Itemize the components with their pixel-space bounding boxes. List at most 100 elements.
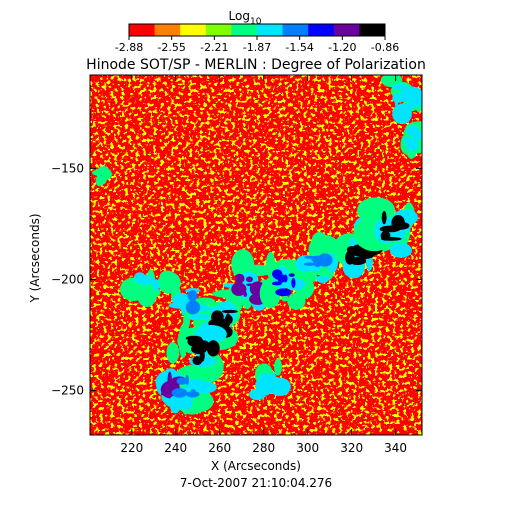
heatmap-cell	[141, 274, 152, 285]
x-tick-label: 300	[296, 441, 319, 455]
heatmap-cell	[283, 274, 288, 283]
heatmap-cell	[291, 277, 296, 289]
observation-date: 7-Oct-2007 21:10:04.276	[180, 476, 332, 490]
heatmap-cell	[271, 269, 283, 279]
x-tick-label: 320	[340, 441, 363, 455]
heatmap-cell	[149, 280, 158, 286]
colorbar-tick-labels: -2.88 -2.55 -2.21 -1.87 -1.54 -1.20 -0.86	[115, 36, 399, 54]
heatmap-cell	[312, 259, 325, 264]
y-tick-label: −150	[51, 161, 84, 175]
colorbar-tick-label: -2.55	[157, 41, 185, 54]
heatmap-cell	[249, 388, 266, 401]
heatmap-cell	[380, 230, 391, 241]
colorbar-segment	[205, 24, 232, 36]
colorbar: Log10 -2.88 -2.55 -2.21 -1.87 -1.54 -1.20 -0.8…	[115, 9, 399, 54]
heatmap-cell	[389, 242, 412, 258]
colorbar-tick-label: -0.86	[371, 41, 399, 54]
colorbar-tick-label: -2.21	[200, 41, 228, 54]
heatmap-cell	[407, 92, 416, 98]
heatmap-cell	[190, 388, 197, 398]
heatmap-cell	[171, 388, 188, 398]
heatmap-cell	[281, 295, 289, 302]
heatmap-cell	[221, 309, 238, 314]
heatmap-cell	[303, 262, 316, 266]
colorbar-tick-label: -1.87	[243, 41, 271, 54]
x-tick-label: 260	[208, 441, 231, 455]
heatmap-cell	[197, 340, 210, 351]
colorbar-segment	[308, 24, 335, 36]
heatmap-cell	[266, 380, 274, 394]
colorbar-segment	[257, 24, 284, 36]
heatmap-cell	[183, 310, 191, 330]
heatmap-cell	[415, 131, 422, 141]
heatmap-cell	[346, 246, 358, 254]
colorbar-title-base: Log	[229, 9, 250, 23]
heatmap-cell	[376, 201, 390, 217]
colorbar-segment	[282, 24, 309, 36]
heatmap-cell	[194, 324, 227, 343]
colorbar-segment	[154, 24, 181, 36]
heatmap-cell	[231, 282, 247, 296]
heatmap-cell	[271, 281, 282, 286]
colorbar-title: Log10	[229, 9, 262, 27]
colorbar-segment	[359, 24, 386, 36]
colorbar-tick-label: -1.54	[285, 41, 313, 54]
colorbar-tick-label: -2.88	[115, 41, 143, 54]
heatmap-cell	[191, 303, 195, 311]
heatmap-cell	[316, 274, 329, 284]
colorbar-segment	[129, 24, 156, 36]
x-tick-label: 240	[164, 441, 187, 455]
colorbar-segment	[333, 24, 360, 36]
heatmap-cell	[275, 288, 292, 297]
heatmap-cell	[349, 256, 366, 266]
heatmap-cell	[397, 103, 414, 114]
heatmap-cell	[381, 211, 387, 225]
heatmap-cell	[120, 277, 147, 302]
y-tick-label: −250	[51, 384, 84, 398]
heatmap-cell	[406, 125, 419, 137]
heatmap-cell	[245, 276, 253, 283]
colorbar-title-subscript: 10	[250, 17, 262, 27]
heatmap-cell	[274, 358, 282, 376]
heatmap-cell	[176, 377, 188, 385]
heatmap-cell	[185, 335, 202, 341]
heatmap-cell	[394, 95, 399, 108]
y-axis-label: Y (Arcseconds)	[28, 213, 42, 303]
heatmap-area	[90, 75, 422, 435]
x-axis-label: X (Arcseconds)	[211, 459, 301, 473]
heatmap-cell	[95, 175, 103, 187]
heatmap-cell	[97, 166, 109, 173]
heatmap-cell	[288, 273, 295, 277]
heatmap-cell	[234, 273, 245, 284]
x-tick-label: 220	[120, 441, 143, 455]
chart-title: Hinode SOT/SP - MERLIN : Degree of Polar…	[86, 57, 426, 73]
heatmap-cell	[391, 215, 405, 231]
heatmap-cell	[192, 356, 203, 366]
x-tick-label: 280	[252, 441, 275, 455]
heatmap-cell	[187, 290, 198, 302]
heatmap-cell	[178, 396, 193, 411]
heatmap-cell	[338, 239, 345, 255]
x-tick-label: 340	[384, 441, 407, 455]
heatmap-cells	[91, 75, 422, 415]
heatmap-cell	[95, 168, 100, 173]
heatmap-cell	[224, 314, 233, 325]
heatmap-cell	[206, 340, 220, 357]
heatmap-cell	[185, 379, 206, 390]
heatmap-cell	[304, 255, 316, 259]
heatmap-cell	[166, 342, 180, 364]
heatmap-cell	[243, 291, 248, 297]
y-tick-label: −200	[51, 272, 84, 286]
heatmap-cell	[187, 313, 211, 320]
colorbar-segment	[180, 24, 207, 36]
colorbar-tick-label: -1.20	[328, 41, 356, 54]
heatmap-cell	[167, 371, 172, 389]
heatmap-cell	[199, 350, 205, 362]
heatmap-cell	[391, 83, 408, 90]
heatmap-cell	[403, 136, 410, 143]
plot-axes: 220 240 260 280 300 320 340 −150 −200 −250	[51, 74, 423, 455]
colorbar-strip	[129, 24, 386, 36]
heatmap-cell	[178, 324, 188, 359]
heatmap-cell	[211, 310, 224, 324]
